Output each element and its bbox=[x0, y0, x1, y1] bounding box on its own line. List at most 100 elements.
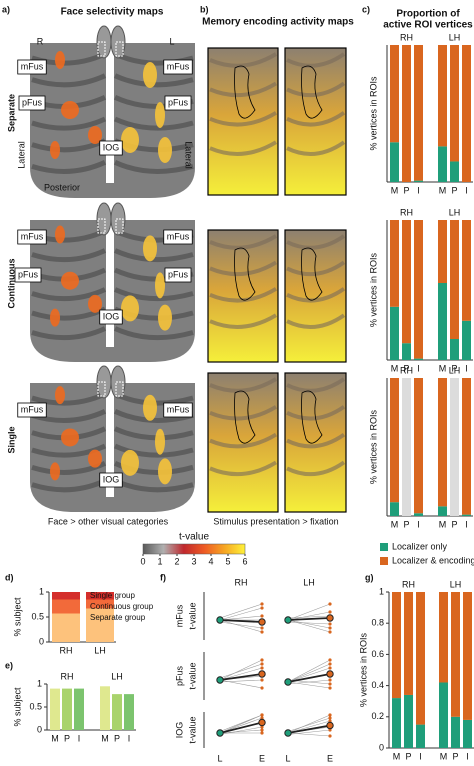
mean-point bbox=[284, 616, 292, 624]
sulcus bbox=[286, 234, 346, 250]
bar-segment bbox=[450, 220, 459, 339]
y-axis-label: % vertices in ROIs bbox=[368, 252, 378, 327]
sulcus bbox=[31, 443, 194, 458]
roi-box bbox=[17, 59, 47, 75]
group-label: LH bbox=[449, 32, 461, 42]
subject-line bbox=[287, 663, 331, 683]
activation-blob bbox=[155, 102, 165, 128]
x-tick-label: M bbox=[439, 185, 447, 195]
group-label: LH bbox=[450, 579, 462, 589]
x-tick-label: P bbox=[403, 363, 409, 373]
x-tick-label: I bbox=[78, 733, 81, 743]
bar-segment bbox=[463, 592, 472, 720]
subject-line bbox=[287, 681, 331, 689]
bar-segment bbox=[414, 513, 423, 516]
x-tick-label: LH bbox=[94, 645, 106, 655]
subject-line bbox=[287, 603, 331, 621]
subject-point bbox=[328, 666, 332, 670]
y-axis-label: % vertices in ROIs bbox=[368, 409, 378, 484]
sulcus bbox=[286, 313, 346, 329]
activation-blob bbox=[88, 449, 102, 468]
bar-segment bbox=[392, 592, 401, 699]
panel-title: Proportion of bbox=[396, 9, 460, 20]
mean-point bbox=[326, 670, 334, 678]
bar bbox=[124, 694, 134, 730]
activation-blob bbox=[158, 458, 172, 485]
bar-segment bbox=[402, 343, 411, 360]
x-tick-label: I bbox=[417, 185, 420, 195]
mean-line bbox=[287, 724, 331, 734]
y-tick-label: 0 bbox=[39, 636, 44, 646]
x-tick-label: P bbox=[114, 733, 120, 743]
y-tick-label: 0 bbox=[379, 742, 384, 752]
subject-line bbox=[287, 667, 331, 683]
subject-line bbox=[219, 615, 263, 621]
roi-box bbox=[18, 95, 46, 111]
x-tick-label: M bbox=[51, 733, 59, 743]
mean-point bbox=[258, 670, 266, 678]
orientation-label: Posterior bbox=[44, 182, 80, 192]
bar-segment bbox=[462, 45, 471, 182]
sulcus bbox=[209, 432, 278, 449]
subject-point bbox=[328, 713, 332, 717]
mean-point bbox=[258, 718, 266, 727]
roi-label: mFus bbox=[21, 404, 44, 414]
bar-segment bbox=[439, 682, 448, 748]
y-tick-label: 0.2 bbox=[371, 711, 384, 721]
roi-label: mFus bbox=[167, 231, 190, 241]
bar-segment bbox=[390, 378, 399, 503]
roi-box bbox=[99, 140, 123, 156]
legend-label: Separate group bbox=[90, 613, 146, 622]
roi-outline bbox=[97, 218, 106, 234]
legend-swatch bbox=[380, 557, 388, 565]
activation-blob bbox=[143, 394, 157, 421]
subject-line bbox=[287, 619, 331, 633]
mean-point bbox=[284, 678, 292, 686]
roi-box bbox=[99, 309, 123, 325]
x-tick-label: I bbox=[466, 751, 469, 761]
roi-contour bbox=[301, 247, 323, 301]
x-tick-label: M bbox=[439, 519, 447, 529]
subject-point bbox=[328, 682, 332, 686]
subject-line bbox=[287, 615, 331, 619]
y-axis-label: t-value bbox=[187, 602, 197, 629]
sulcus bbox=[31, 287, 194, 302]
bar-segment bbox=[390, 502, 399, 516]
roi-label: mFus bbox=[167, 61, 190, 71]
subject-point bbox=[328, 626, 332, 630]
group-label: LH bbox=[449, 365, 461, 375]
activation-blob bbox=[121, 295, 139, 322]
subject-point bbox=[260, 678, 264, 682]
colorbar-tick-label: 3 bbox=[191, 556, 196, 566]
bar-segment bbox=[404, 592, 413, 695]
bar-segment bbox=[438, 283, 447, 360]
roi-contour bbox=[301, 390, 323, 444]
bar-segment bbox=[390, 306, 399, 360]
activation-blob bbox=[121, 127, 139, 153]
mean-line bbox=[287, 673, 331, 683]
sulcus bbox=[209, 377, 278, 393]
bar-segment bbox=[416, 592, 425, 725]
activation-blob bbox=[143, 235, 157, 262]
x-tick-label: I bbox=[417, 519, 420, 529]
bar bbox=[50, 688, 60, 730]
panel-label: b) bbox=[200, 4, 209, 14]
activation-blob bbox=[55, 386, 65, 405]
subject-line bbox=[287, 714, 331, 734]
roi-label: pFus bbox=[174, 665, 184, 686]
roi-label: IOG bbox=[174, 722, 184, 739]
bar-segment bbox=[390, 142, 399, 182]
x-tick-label: I bbox=[465, 363, 468, 373]
sulcus bbox=[31, 326, 194, 341]
x-tick-label: E bbox=[327, 753, 333, 763]
sulcus bbox=[209, 81, 278, 98]
subject-line bbox=[219, 729, 263, 734]
bar-segment bbox=[462, 220, 471, 321]
x-tick-label: I bbox=[128, 733, 131, 743]
roi-contour bbox=[234, 247, 256, 301]
roi-label: IOG bbox=[103, 142, 120, 152]
bar-segment bbox=[414, 358, 423, 360]
subject-point bbox=[328, 728, 332, 732]
subject-point bbox=[328, 658, 332, 662]
